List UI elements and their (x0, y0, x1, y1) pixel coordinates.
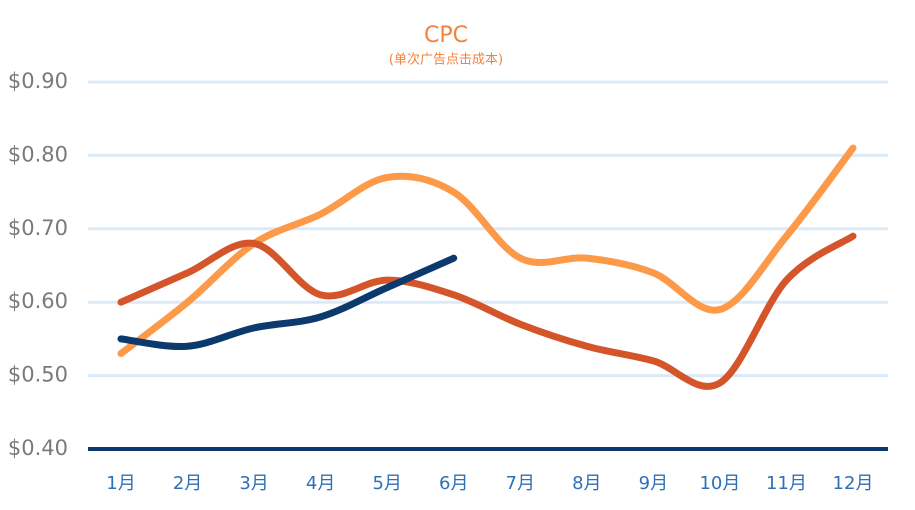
x-tick-label: 3月 (239, 473, 268, 494)
x-tick-label: 9月 (639, 473, 668, 494)
y-tick-label: $0.60 (8, 289, 68, 313)
y-tick-label: $0.80 (8, 142, 68, 166)
x-tick-label: 12月 (833, 473, 874, 494)
y-tick-label: $0.90 (8, 69, 68, 93)
x-tick-label: 11月 (766, 473, 807, 494)
x-tick-label: 1月 (106, 473, 135, 494)
x-tick-label: 7月 (506, 473, 535, 494)
x-tick-label: 5月 (372, 473, 401, 494)
x-tick-label: 8月 (572, 473, 601, 494)
line-series (117, 144, 857, 358)
chart-subtitle: (单次广告点击成本) (389, 52, 503, 68)
x-tick-label: 2月 (173, 473, 202, 494)
x-tick-label: 4月 (306, 473, 335, 494)
y-tick-label: $0.40 (8, 436, 68, 460)
x-tick-label: 6月 (439, 473, 468, 494)
line-series (117, 232, 857, 390)
x-tick-label: 10月 (699, 473, 740, 494)
line-series (117, 254, 458, 351)
y-tick-label: $0.70 (8, 216, 68, 240)
chart-title: CPC (424, 23, 468, 48)
y-tick-label: $0.50 (8, 363, 68, 387)
